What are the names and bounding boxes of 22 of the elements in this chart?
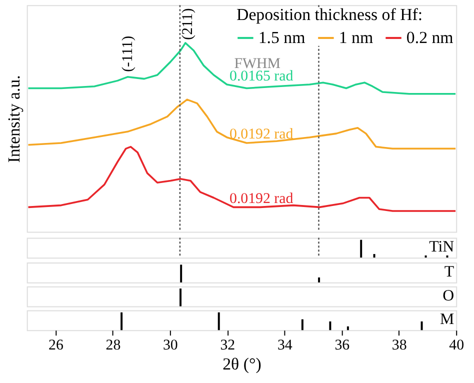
annotation: 0.0192 rad (230, 126, 294, 142)
x-tick-label: 38 (392, 337, 407, 354)
series-label: M (440, 311, 454, 328)
y-axis-title: Intensity a.u. (4, 75, 24, 163)
legend-title: Deposition thickness of Hf: (236, 5, 423, 24)
x-tick-label: 26 (48, 337, 64, 354)
annotation: (-111) (120, 36, 136, 72)
x-tick-label: 36 (334, 337, 350, 354)
legend-label: 1.5 nm (258, 28, 306, 47)
legend-label: 0.2 nm (406, 28, 454, 47)
x-tick-label: 40 (449, 337, 464, 354)
text: T (444, 263, 454, 280)
x-tick-label: 30 (162, 337, 178, 354)
series-label: TiN (429, 238, 455, 256)
x-axis-title: 2θ (°) (222, 354, 262, 374)
text: (211) (180, 8, 196, 40)
text: O (442, 287, 454, 304)
x-tick-label: 34 (277, 337, 293, 354)
annotation: 0.0192 rad (230, 190, 294, 207)
x-tick-label: 28 (106, 337, 121, 354)
x-tick-label: 32 (220, 337, 236, 354)
legend-label: 1 nm (338, 28, 374, 47)
